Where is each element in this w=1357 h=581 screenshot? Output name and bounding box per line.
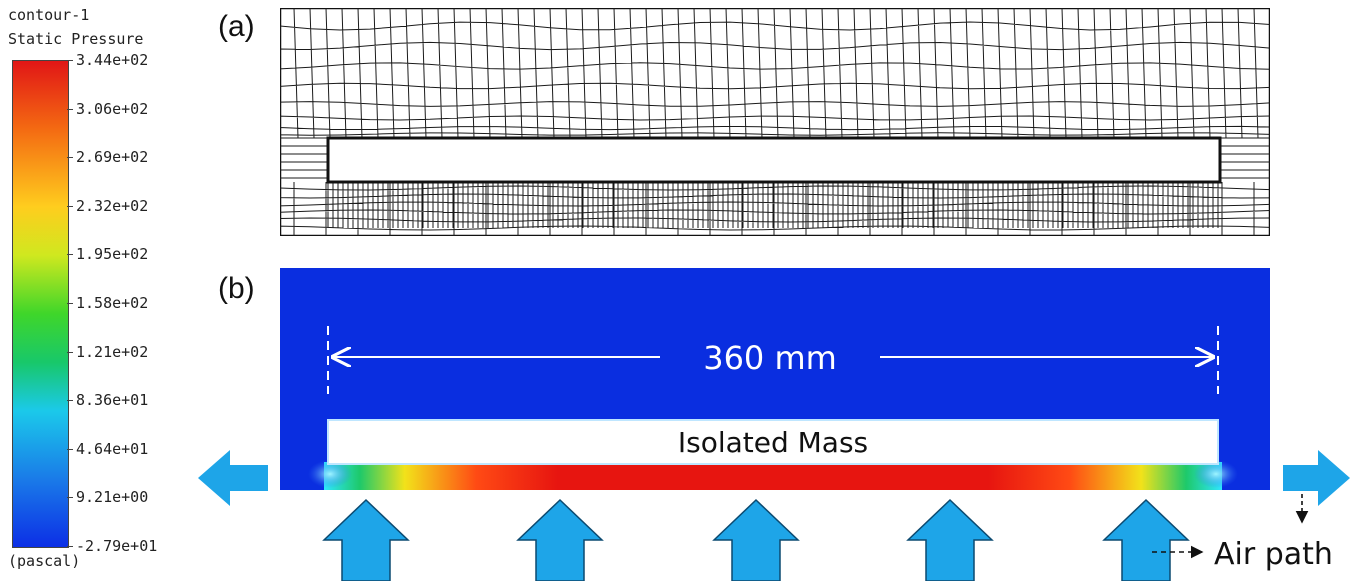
color-bar-tick-label: 4.64e+01 [76,439,149,458]
mesh-mass-void [326,136,1222,184]
inflow-arrow [712,498,800,581]
color-bar-tick-label: 1.21e+02 [76,342,149,361]
outflow-arrow-right [1283,450,1350,506]
inflow-arrow [516,498,604,581]
color-bar-tick-mark [67,400,73,402]
color-bar-tick-label: 1.58e+02 [76,294,149,312]
color-bar-tick-label: -2.79e+01 [76,537,158,555]
inflow-arrow [1102,498,1190,581]
pressure-gap [324,462,1222,490]
air-path-label: Air path [1214,537,1333,572]
panel-a-label: (a) [218,10,255,43]
color-bar-tick-mark [67,108,73,110]
mesh-grid-lines [280,8,1270,236]
color-bar-tick-label: 9.21e+00 [76,488,149,507]
outflow-arrow-left [198,450,268,506]
mesh-panel [280,8,1270,236]
color-bar-tick-mark [67,157,73,159]
color-bar-tick-mark [67,303,73,304]
inflow-arrow [322,498,410,581]
dimension-label: 360 mm [703,339,837,377]
color-bar-tick-label: 3.44e+02 [76,51,149,69]
inflow-arrow [906,498,994,581]
color-bar-tick-label: 2.32e+02 [76,196,149,215]
color-bar-tick-mark [67,497,73,499]
color-bar-tick-label: 3.06e+02 [76,99,149,118]
color-bar-tick-mark [67,448,73,450]
color-bar-tick-mark [67,254,73,256]
color-bar-tick-label: 2.69e+02 [76,148,149,167]
color-bar-tick-label: 8.36e+01 [76,391,149,410]
color-bar [12,60,69,548]
legend-title: contour-1 [8,6,90,24]
pressure-contour-panel: Isolated Mass 360 mm Air path [198,268,1350,581]
legend-unit: (pascal) [8,552,81,570]
legend-variable: Static Pressure [8,30,144,48]
panel-b-label: (b) [218,272,255,305]
inflow-arrows [322,498,1190,581]
isolated-mass-label: Isolated Mass [678,426,868,459]
color-bar-tick-mark [67,546,73,547]
color-bar-tick-mark [67,351,73,353]
color-bar-tick-mark [67,60,73,61]
color-bar-tick-label: 1.95e+02 [76,245,149,264]
color-bar-tick-mark [67,205,73,207]
isolated-mass [327,419,1219,465]
